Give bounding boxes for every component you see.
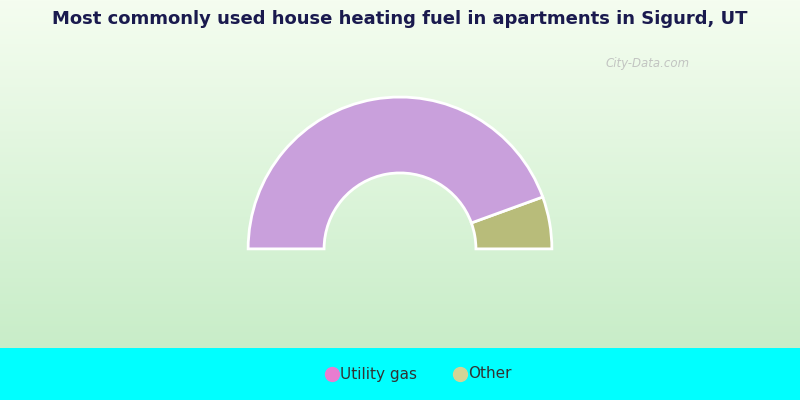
Text: Most commonly used house heating fuel in apartments in Sigurd, UT: Most commonly used house heating fuel in… [52, 10, 748, 28]
Text: Other: Other [468, 366, 511, 382]
Text: City-Data.com: City-Data.com [606, 58, 690, 70]
Text: Utility gas: Utility gas [340, 366, 417, 382]
Wedge shape [248, 97, 542, 249]
Wedge shape [471, 197, 552, 249]
